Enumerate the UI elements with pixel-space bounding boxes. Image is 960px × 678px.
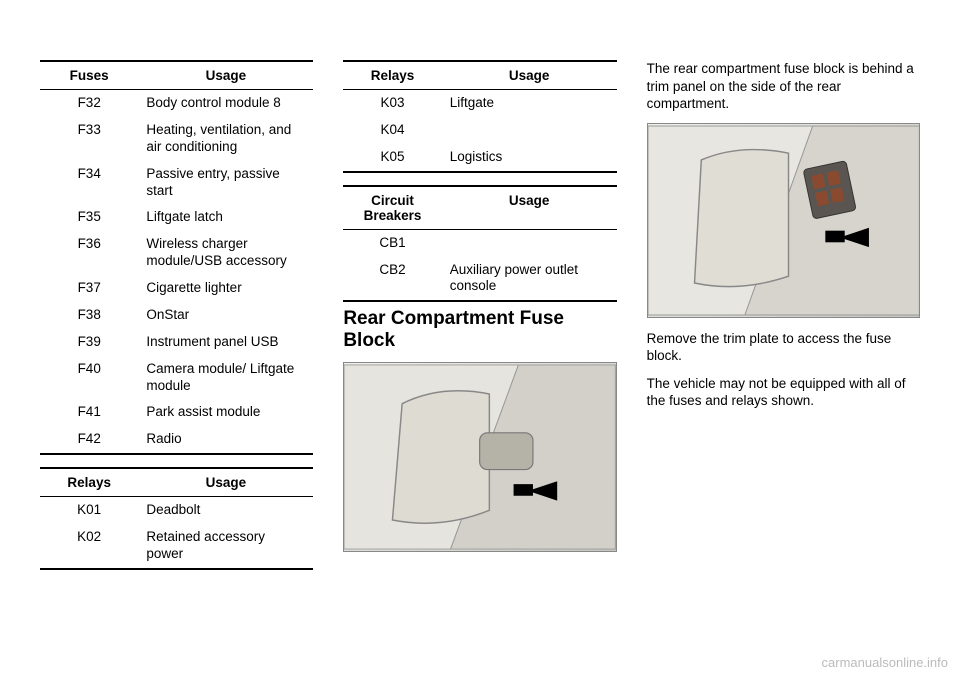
cb-header-id: Circuit Breakers bbox=[343, 187, 441, 230]
table-row: F38OnStar bbox=[40, 302, 313, 329]
figure-rear-compartment-panel bbox=[343, 362, 616, 552]
section-title: Rear Compartment Fuse Block bbox=[343, 308, 616, 352]
table-row: F33Heating, ventilation, and air conditi… bbox=[40, 117, 313, 161]
fuse-usage: Wireless charger module/USB accessory bbox=[138, 231, 313, 275]
table-row: F42Radio bbox=[40, 426, 313, 453]
table-row: CB2Auxiliary power outlet console bbox=[343, 257, 616, 301]
table-row: F40Camera module/ Liftgate module bbox=[40, 356, 313, 400]
table-row: K02Retained accessory power bbox=[40, 524, 313, 568]
fuse-id: F36 bbox=[40, 231, 138, 275]
relays2-table-wrap: Relays Usage K03Liftgate K04 K05Logistic… bbox=[343, 60, 616, 173]
table-row: F34Passive entry, passive start bbox=[40, 161, 313, 205]
fuse-usage: Instrument panel USB bbox=[138, 329, 313, 356]
watermark-text: carmanualsonline.info bbox=[822, 655, 948, 670]
remove-plate-paragraph: Remove the trim plate to access the fuse… bbox=[647, 330, 920, 365]
table-row: K05Logistics bbox=[343, 144, 616, 171]
cb-table-wrap: Circuit Breakers Usage CB1 CB2Auxiliary … bbox=[343, 185, 616, 303]
fuse-usage: Passive entry, passive start bbox=[138, 161, 313, 205]
fuse-usage: Cigarette lighter bbox=[138, 275, 313, 302]
table-row: F39Instrument panel USB bbox=[40, 329, 313, 356]
fuse-usage: Camera module/ Liftgate module bbox=[138, 356, 313, 400]
equipment-note-paragraph: The vehicle may not be equipped with all… bbox=[647, 375, 920, 410]
fuses-table-wrap: Fuses Usage F32Body control module 8 F33… bbox=[40, 60, 313, 455]
table-row: F32Body control module 8 bbox=[40, 90, 313, 117]
relay-id: K04 bbox=[343, 117, 441, 144]
fuse-id: F34 bbox=[40, 161, 138, 205]
relays1-table: Relays Usage K01Deadbolt K02Retained acc… bbox=[40, 469, 313, 568]
fuse-id: F42 bbox=[40, 426, 138, 453]
relay-id: K02 bbox=[40, 524, 138, 568]
fuse-usage: Radio bbox=[138, 426, 313, 453]
relays2-header-id: Relays bbox=[343, 62, 441, 90]
figure-fuse-block-access bbox=[647, 123, 920, 318]
fuses-header-id: Fuses bbox=[40, 62, 138, 90]
relay-id: K03 bbox=[343, 90, 441, 117]
fuses-table: Fuses Usage F32Body control module 8 F33… bbox=[40, 62, 313, 453]
table-row: CB1 bbox=[343, 229, 616, 256]
column-1: Fuses Usage F32Body control module 8 F33… bbox=[40, 60, 313, 570]
fuse-id: F38 bbox=[40, 302, 138, 329]
relays1-header-usage: Usage bbox=[138, 469, 313, 497]
relay-usage bbox=[442, 117, 617, 144]
relay-id: K01 bbox=[40, 497, 138, 524]
fuse-id: F39 bbox=[40, 329, 138, 356]
fuse-usage: Park assist module bbox=[138, 399, 313, 426]
relay-usage: Retained accessory power bbox=[138, 524, 313, 568]
table-row: F35Liftgate latch bbox=[40, 204, 313, 231]
fuse-id: F32 bbox=[40, 90, 138, 117]
relays2-table: Relays Usage K03Liftgate K04 K05Logistic… bbox=[343, 62, 616, 171]
fuse-id: F37 bbox=[40, 275, 138, 302]
fuse-id: F33 bbox=[40, 117, 138, 161]
relay-usage: Deadbolt bbox=[138, 497, 313, 524]
fuse-usage: OnStar bbox=[138, 302, 313, 329]
panel-illustration-1 bbox=[344, 363, 615, 551]
fuse-id: F41 bbox=[40, 399, 138, 426]
cb-id: CB1 bbox=[343, 229, 441, 256]
column-2: Relays Usage K03Liftgate K04 K05Logistic… bbox=[343, 60, 616, 570]
table-row: F37Cigarette lighter bbox=[40, 275, 313, 302]
panel-illustration-2 bbox=[648, 124, 919, 317]
column-3: The rear compartment fuse block is behin… bbox=[647, 60, 920, 570]
fuse-id: F35 bbox=[40, 204, 138, 231]
relays1-table-wrap: Relays Usage K01Deadbolt K02Retained acc… bbox=[40, 467, 313, 570]
fuse-usage: Body control module 8 bbox=[138, 90, 313, 117]
relay-usage: Logistics bbox=[442, 144, 617, 171]
table-row: F36Wireless charger module/USB accessory bbox=[40, 231, 313, 275]
relays2-header-usage: Usage bbox=[442, 62, 617, 90]
table-row: F41Park assist module bbox=[40, 399, 313, 426]
intro-paragraph: The rear compartment fuse block is behin… bbox=[647, 60, 920, 113]
cb-usage: Auxiliary power outlet console bbox=[442, 257, 617, 301]
fuse-usage: Heating, ventilation, and air conditioni… bbox=[138, 117, 313, 161]
fuses-header-usage: Usage bbox=[138, 62, 313, 90]
relay-usage: Liftgate bbox=[442, 90, 617, 117]
cb-table: Circuit Breakers Usage CB1 CB2Auxiliary … bbox=[343, 187, 616, 301]
cb-header-usage: Usage bbox=[442, 187, 617, 230]
relay-id: K05 bbox=[343, 144, 441, 171]
table-row: K01Deadbolt bbox=[40, 497, 313, 524]
cb-usage bbox=[442, 229, 617, 256]
table-row: K03Liftgate bbox=[343, 90, 616, 117]
fuse-id: F40 bbox=[40, 356, 138, 400]
fuse-usage: Liftgate latch bbox=[138, 204, 313, 231]
cb-id: CB2 bbox=[343, 257, 441, 301]
relays1-header-id: Relays bbox=[40, 469, 138, 497]
table-row: K04 bbox=[343, 117, 616, 144]
